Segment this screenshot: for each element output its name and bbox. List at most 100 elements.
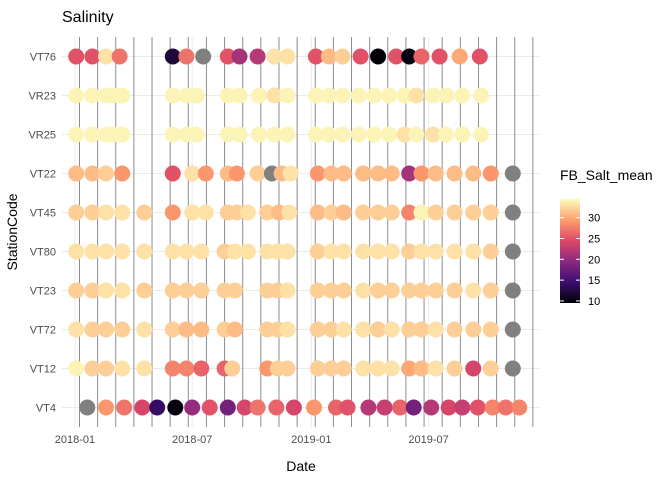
x-tick-label: 2019-01	[291, 434, 331, 446]
data-point	[352, 48, 369, 65]
data-point	[98, 282, 114, 299]
data-point	[84, 204, 101, 221]
data-point	[446, 360, 463, 377]
data-point	[355, 321, 372, 338]
data-point	[68, 165, 85, 182]
data-point	[279, 321, 296, 338]
data-point	[164, 282, 181, 299]
data-point	[184, 399, 201, 416]
data-point	[446, 204, 463, 221]
data-point	[193, 321, 210, 338]
data-point	[482, 243, 499, 260]
data-point	[219, 87, 236, 104]
data-point	[427, 321, 444, 338]
data-point	[366, 126, 383, 143]
data-point	[98, 204, 114, 221]
data-point	[178, 243, 195, 260]
data-point	[370, 48, 387, 65]
data-point	[413, 360, 430, 377]
data-point	[323, 204, 340, 221]
data-point	[266, 48, 283, 65]
data-point	[465, 282, 482, 299]
data-point	[228, 204, 245, 221]
data-point	[116, 399, 133, 416]
data-point	[184, 165, 201, 182]
y-tick-label: VT80	[30, 247, 56, 259]
data-point	[98, 48, 114, 65]
y-tick-label: VT22	[30, 169, 56, 181]
data-point	[84, 126, 101, 143]
data-point	[320, 87, 337, 104]
data-point	[401, 48, 418, 65]
data-point	[366, 87, 383, 104]
y-axis-title: StationCode	[4, 193, 20, 270]
data-point	[188, 87, 205, 104]
data-point	[219, 126, 236, 143]
data-point	[401, 282, 418, 299]
data-point	[285, 399, 302, 416]
data-point	[114, 87, 131, 104]
data-point	[438, 87, 455, 104]
data-point	[178, 360, 195, 377]
data-point	[504, 204, 521, 221]
data-point	[473, 126, 490, 143]
data-point	[465, 165, 482, 182]
data-point	[249, 165, 266, 182]
y-tick-label: VT23	[30, 286, 56, 298]
data-point	[231, 126, 248, 143]
data-point	[335, 282, 352, 299]
data-point	[482, 165, 499, 182]
data-point	[178, 282, 195, 299]
data-point	[427, 243, 444, 260]
data-point	[279, 282, 296, 299]
data-point	[383, 165, 400, 182]
data-point	[350, 126, 367, 143]
data-point	[68, 360, 85, 377]
data-point	[465, 204, 482, 221]
data-point	[471, 48, 488, 65]
data-point	[164, 204, 181, 221]
data-point	[197, 204, 214, 221]
data-point	[84, 321, 101, 338]
data-point	[68, 87, 85, 104]
axes: VT76 VR23 VR25 VT22 VT45 VT80 VT23 VT72 VT12 VT4 2…	[28, 52, 448, 447]
data-point	[114, 360, 131, 377]
data-point	[282, 165, 299, 182]
data-point	[228, 165, 245, 182]
data-point	[98, 243, 114, 260]
data-point	[355, 204, 372, 221]
data-point	[68, 282, 85, 299]
data-point	[401, 165, 418, 182]
data-point	[497, 399, 514, 416]
data-point	[370, 204, 387, 221]
data-point	[360, 399, 377, 416]
data-point	[427, 282, 444, 299]
data-point	[339, 399, 356, 416]
colorbar-tick-label: 20	[588, 254, 600, 266]
data-point	[355, 360, 372, 377]
data-point	[178, 48, 195, 65]
data-point	[136, 321, 153, 338]
data-point	[413, 48, 430, 65]
data-point	[281, 204, 298, 221]
colorbar-tick-label: 30	[588, 213, 600, 225]
data-point	[136, 282, 153, 299]
data-point	[482, 282, 499, 299]
data-point	[396, 126, 413, 143]
data-point	[164, 165, 181, 182]
y-tick-label: VT76	[30, 52, 56, 64]
colorbar	[560, 199, 580, 303]
data-point	[164, 243, 181, 260]
data-point	[226, 243, 243, 260]
data-point	[454, 87, 471, 104]
data-point	[201, 399, 218, 416]
y-tick-label: VT12	[30, 364, 56, 376]
data-point	[79, 399, 96, 416]
data-point	[323, 360, 340, 377]
data-point	[84, 165, 101, 182]
data-point	[482, 321, 499, 338]
data-point	[98, 360, 114, 377]
data-point	[134, 399, 151, 416]
data-point	[68, 321, 85, 338]
